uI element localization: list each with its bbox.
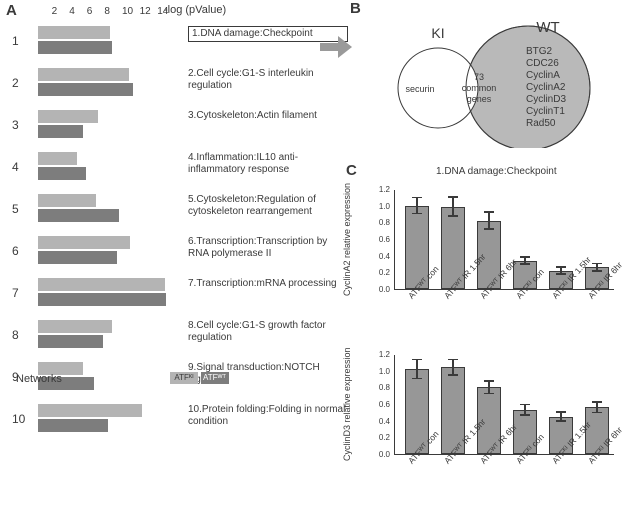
- svg-text:CyclinA: CyclinA: [526, 70, 560, 81]
- panel-c: C 1.DNA damage:Checkpoint CyclinA2 relat…: [346, 168, 640, 508]
- arrow-icon: [320, 36, 352, 58]
- svg-text:genes: genes: [467, 94, 492, 104]
- panel-b-label: B: [350, 0, 361, 17]
- svg-text:CDC26: CDC26: [526, 58, 559, 69]
- network-number: 3: [12, 118, 19, 132]
- bar-wt: [38, 335, 103, 348]
- network-label: 6.Transcription:Transcription by RNA pol…: [188, 236, 348, 259]
- network-label: 8.Cell cycle:G1-S growth factor regulati…: [188, 320, 348, 343]
- y-tick: 0.4: [374, 252, 390, 261]
- network-row: 44.Inflammation:IL10 anti-inflammatory r…: [38, 148, 338, 184]
- svg-text:BTG2: BTG2: [526, 46, 553, 57]
- network-label: 2.Cell cycle:G1-S interleukin regulation: [188, 68, 348, 91]
- network-label: 3.Cytoskeleton:Actin filament: [188, 110, 348, 122]
- bar-ki: [38, 278, 165, 291]
- y-tick: 0.8: [374, 218, 390, 227]
- svg-text:KI: KI: [431, 25, 444, 41]
- legend-ki: ATFᴷᴵ: [170, 372, 198, 384]
- legend-wt: ATFᵂᵀ: [201, 372, 229, 384]
- axis-tick: 4: [69, 6, 75, 17]
- bar-wt: [38, 41, 112, 54]
- axis-tick: 12: [140, 6, 151, 17]
- svg-text:CyclinD3: CyclinD3: [526, 94, 566, 105]
- svg-text:WT: WT: [536, 19, 559, 36]
- y-tick: 0.2: [374, 433, 390, 442]
- svg-text:common: common: [462, 83, 497, 93]
- y-axis-label: CyclinD3 relative expression: [342, 347, 352, 461]
- y-tick: 0.4: [374, 417, 390, 426]
- network-number: 2: [12, 76, 19, 90]
- network-number: 5: [12, 202, 19, 216]
- svg-text:Rad50: Rad50: [526, 118, 556, 129]
- y-tick: 0.6: [374, 400, 390, 409]
- network-label: 7.Transcription:mRNA processing: [188, 278, 348, 290]
- panel-a: A 2468101214 -log (pValue) 11.DNA damage…: [0, 0, 345, 440]
- y-tick: 1.2: [374, 185, 390, 194]
- network-number: 7: [12, 286, 19, 300]
- bar-ki: [38, 404, 142, 417]
- network-row: 33.Cytoskeleton:Actin filament: [38, 106, 338, 142]
- bar-ki: [38, 194, 96, 207]
- network-number: 10: [12, 412, 25, 426]
- y-tick: 1.2: [374, 350, 390, 359]
- svg-text:securin: securin: [405, 84, 434, 94]
- bar-wt: [38, 125, 83, 138]
- network-row: 55.Cytoskeleton:Regulation of cytoskelet…: [38, 190, 338, 226]
- network-row: 1010.Protein folding:Folding in normal c…: [38, 400, 338, 436]
- y-tick: 0.2: [374, 268, 390, 277]
- panel-a-axis: 2468101214: [38, 6, 162, 20]
- barplot: CyclinD3 relative expression0.00.20.40.6…: [346, 351, 640, 511]
- bar-wt: [38, 293, 166, 306]
- svg-text:CyclinT1: CyclinT1: [526, 106, 565, 117]
- barplot: CyclinA2 relative expression0.00.20.40.6…: [346, 186, 640, 346]
- network-label: 4.Inflammation:IL10 anti-inflammatory re…: [188, 152, 348, 175]
- network-number: 1: [12, 34, 19, 48]
- y-axis-label: CyclinA2 relative expression: [342, 183, 352, 296]
- network-number: 8: [12, 328, 19, 342]
- network-row: 77.Transcription:mRNA processing: [38, 274, 338, 310]
- panel-a-axis-label: -log (pValue): [164, 4, 226, 16]
- y-tick: 0.0: [374, 285, 390, 294]
- y-tick: 1.0: [374, 202, 390, 211]
- bar-ki: [38, 236, 130, 249]
- panel-a-networks-label: Networks: [16, 373, 62, 385]
- panel-a-label: A: [6, 2, 17, 19]
- y-tick: 1.0: [374, 367, 390, 376]
- network-row: 22.Cell cycle:G1-S interleukin regulatio…: [38, 64, 338, 100]
- bar-ki: [38, 320, 112, 333]
- bar-wt: [38, 419, 108, 432]
- bar-ki: [38, 152, 77, 165]
- y-tick: 0.0: [374, 450, 390, 459]
- panel-a-legend: ATFᴷᴵ ATFᵂᵀ: [170, 372, 229, 384]
- bar-wt: [38, 209, 119, 222]
- network-label: 5.Cytoskeleton:Regulation of cytoskeleto…: [188, 194, 348, 217]
- bar-wt: [38, 167, 86, 180]
- network-number: 6: [12, 244, 19, 258]
- panel-c-title: 1.DNA damage:Checkpoint: [436, 166, 557, 177]
- network-number: 4: [12, 160, 19, 174]
- axis-tick: 2: [52, 6, 58, 17]
- y-tick: 0.8: [374, 383, 390, 392]
- panel-b: B KIWTsecurin73commongenesBTG2CDC26Cycli…: [350, 0, 640, 160]
- network-row: 66.Transcription:Transcription by RNA po…: [38, 232, 338, 268]
- bar-wt: [38, 83, 133, 96]
- svg-text:73: 73: [474, 72, 484, 82]
- axis-tick: 10: [122, 6, 133, 17]
- network-label: 10.Protein folding:Folding in normal con…: [188, 404, 348, 427]
- panel-c-label: C: [346, 162, 357, 179]
- y-tick: 0.6: [374, 235, 390, 244]
- venn-diagram: KIWTsecurin73commongenesBTG2CDC26CyclinA…: [368, 18, 620, 148]
- axis-tick: 6: [87, 6, 93, 17]
- bar-ki: [38, 26, 110, 39]
- bar-ki: [38, 110, 98, 123]
- network-row: 88.Cell cycle:G1-S growth factor regulat…: [38, 316, 338, 352]
- bar-ki: [38, 68, 129, 81]
- bar-wt: [38, 251, 117, 264]
- svg-text:CyclinA2: CyclinA2: [526, 82, 566, 93]
- axis-tick: 8: [104, 6, 110, 17]
- network-row: 11.DNA damage:Checkpoint: [38, 22, 338, 58]
